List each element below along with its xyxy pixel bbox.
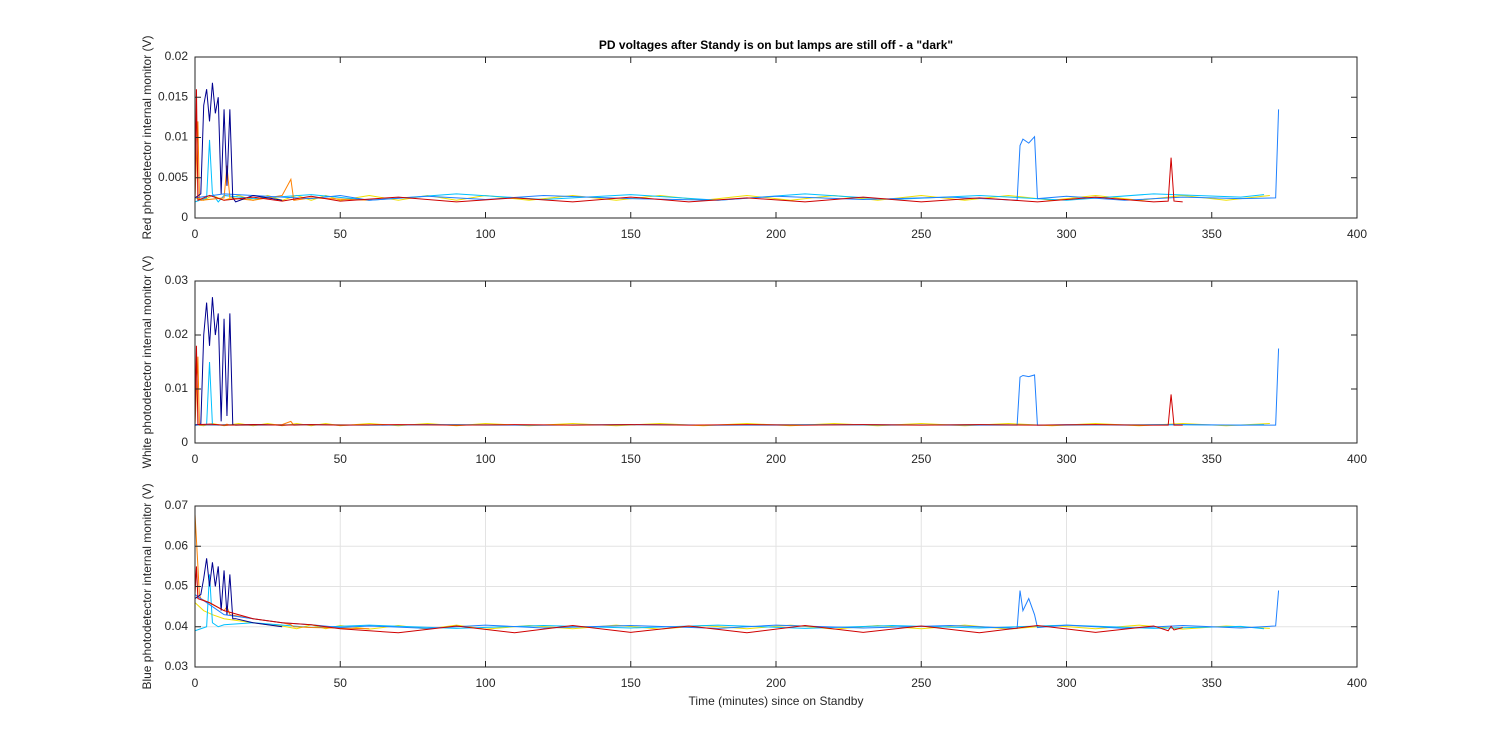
x-tick-label: 300 (1056, 676, 1076, 690)
y-tick-label: 0.005 (158, 170, 188, 184)
x-tick-label: 300 (1056, 227, 1076, 241)
x-tick-label: 250 (911, 227, 931, 241)
x-tick-label: 100 (475, 452, 495, 466)
x-tick-label: 50 (334, 676, 348, 690)
y-tick-label: 0.03 (165, 659, 189, 673)
data-line (194, 423, 1270, 427)
data-line (194, 82, 283, 203)
y-tick-label: 0.04 (165, 619, 189, 633)
subplot: 0 50 100 150 200 250 300 350 400 0 0.005 0.01 0.015 0… (140, 35, 1367, 241)
plot-area (195, 281, 1357, 443)
y-tick-label: 0 (181, 210, 188, 224)
x-tick-label: 0 (192, 676, 199, 690)
data-line (194, 345, 1183, 426)
x-tick-label: 350 (1202, 227, 1222, 241)
x-tick-label: 200 (766, 452, 786, 466)
y-tick-label: 0 (181, 435, 188, 449)
x-tick-label: 400 (1347, 452, 1367, 466)
x-tick-label: 100 (475, 227, 495, 241)
x-tick-label: 50 (334, 452, 348, 466)
data-line (194, 514, 370, 630)
x-tick-label: 150 (621, 452, 641, 466)
subplot: 0 50 100 150 200 250 300 350 400 0 0.01 0.02 0.03 Whi… (140, 256, 1367, 469)
data-line (194, 574, 1265, 632)
x-tick-label: 50 (334, 227, 348, 241)
x-tick-label: 350 (1202, 676, 1222, 690)
x-tick-label: 200 (766, 227, 786, 241)
y-tick-label: 0.02 (165, 49, 189, 63)
y-tick-label: 0.06 (165, 538, 189, 552)
x-axis-label: Time (minutes) since on Standby (689, 694, 864, 708)
y-tick-label: 0.015 (158, 89, 188, 103)
y-axis-label: Red photodetector internal monitor (V) (140, 35, 154, 239)
chart-title: PD voltages after Standy is on but lamps… (599, 38, 953, 52)
y-tick-label: 0.02 (165, 327, 189, 341)
subplot: 0 50 100 150 200 250 300 350 400 0.03 0.04 0.05 0.06… (140, 483, 1367, 708)
y-axis-label: White photodetector internal monitor (V) (140, 256, 154, 469)
data-line (194, 89, 1183, 203)
x-tick-label: 400 (1347, 227, 1367, 241)
data-line (194, 121, 370, 201)
data-line (194, 566, 1183, 634)
x-tick-label: 300 (1056, 452, 1076, 466)
y-tick-label: 0.05 (165, 579, 189, 593)
x-tick-label: 250 (911, 452, 931, 466)
data-line (194, 558, 283, 628)
x-tick-label: 200 (766, 676, 786, 690)
y-tick-label: 0.01 (165, 381, 189, 395)
y-tick-label: 0.03 (165, 273, 189, 287)
x-tick-label: 150 (621, 676, 641, 690)
x-tick-label: 0 (192, 452, 199, 466)
y-tick-label: 0.01 (165, 130, 189, 144)
x-tick-label: 400 (1347, 676, 1367, 690)
plot-area (195, 57, 1357, 218)
x-tick-label: 350 (1202, 452, 1222, 466)
y-axis-label: Blue photodetector internal monitor (V) (140, 483, 154, 689)
x-tick-label: 100 (475, 676, 495, 690)
x-tick-label: 250 (911, 676, 931, 690)
y-tick-label: 0.07 (165, 498, 189, 512)
x-tick-label: 0 (192, 227, 199, 241)
x-tick-label: 150 (621, 227, 641, 241)
